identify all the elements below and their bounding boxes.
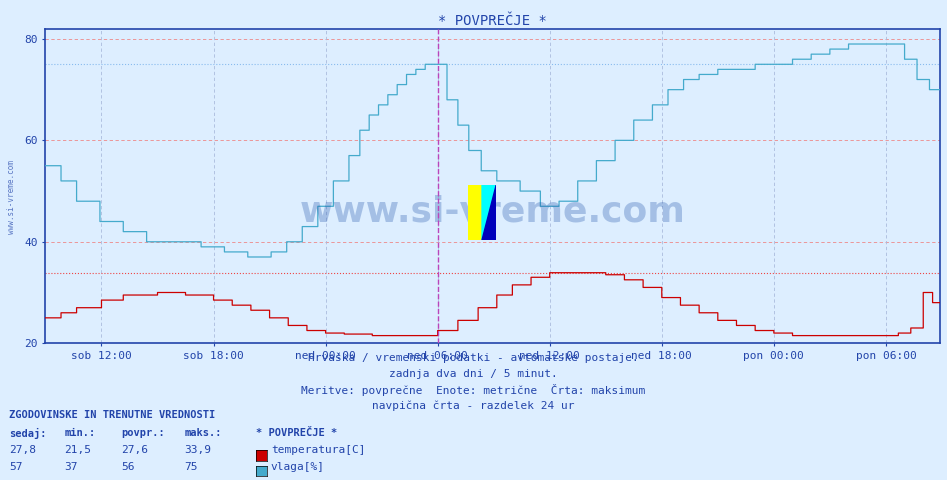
Bar <box>468 185 482 240</box>
Text: povpr.:: povpr.: <box>121 428 165 438</box>
Text: navpična črta - razdelek 24 ur: navpična črta - razdelek 24 ur <box>372 400 575 411</box>
Text: 57: 57 <box>9 462 23 472</box>
Text: temperatura[C]: temperatura[C] <box>271 445 366 456</box>
Polygon shape <box>482 185 496 240</box>
Text: 21,5: 21,5 <box>64 445 92 456</box>
Text: ZGODOVINSKE IN TRENUTNE VREDNOSTI: ZGODOVINSKE IN TRENUTNE VREDNOSTI <box>9 410 216 420</box>
Text: 75: 75 <box>185 462 198 472</box>
Title: * POVPREČJE *: * POVPREČJE * <box>438 13 547 28</box>
Text: sedaj:: sedaj: <box>9 428 47 439</box>
Polygon shape <box>482 185 496 240</box>
Text: 56: 56 <box>121 462 134 472</box>
Text: www.si-vreme.com: www.si-vreme.com <box>7 160 16 234</box>
Text: zadnja dva dni / 5 minut.: zadnja dva dni / 5 minut. <box>389 369 558 379</box>
Text: www.si-vreme.com: www.si-vreme.com <box>300 194 686 228</box>
Text: Hrvaška / vremenski podatki - avtomatske postaje.: Hrvaška / vremenski podatki - avtomatske… <box>308 353 639 363</box>
Text: 27,6: 27,6 <box>121 445 149 456</box>
Text: Meritve: povprečne  Enote: metrične  Črta: maksimum: Meritve: povprečne Enote: metrične Črta:… <box>301 384 646 396</box>
Text: 37: 37 <box>64 462 78 472</box>
Text: 33,9: 33,9 <box>185 445 212 456</box>
Text: * POVPREČJE *: * POVPREČJE * <box>256 428 337 438</box>
Text: maks.:: maks.: <box>185 428 223 438</box>
Text: min.:: min.: <box>64 428 96 438</box>
Text: 27,8: 27,8 <box>9 445 37 456</box>
Text: vlaga[%]: vlaga[%] <box>271 462 325 472</box>
